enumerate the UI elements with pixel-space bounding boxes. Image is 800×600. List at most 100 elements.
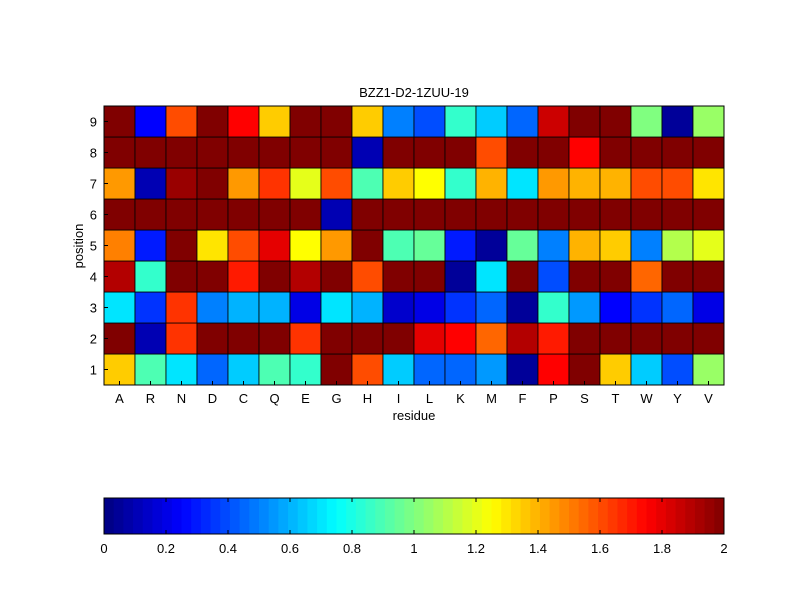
heatmap-cell-H-1 [351,353,384,386]
colorbar-segment [375,498,386,534]
heatmap-cell-R-5 [134,229,167,262]
heatmap-cell-M-4 [475,260,508,293]
colorbar-segment [191,498,202,534]
y-tick-label: 8 [90,146,97,161]
heatmap-cell-R-1 [134,353,167,386]
heatmap-cell-R-2 [134,322,167,355]
colorbar-tick-label: 0.4 [219,541,237,556]
heatmap-cell-D-3 [196,291,229,324]
heatmap-cell-L-4 [413,260,446,293]
colorbar-segment [433,498,444,534]
colorbar-segment [472,498,483,534]
heatmap-cell-R-9 [134,105,167,138]
x-tick-label: A [115,391,124,406]
x-tick-label: F [519,391,527,406]
heatmap-cell-G-9 [320,105,353,138]
heatmap-cell-P-6 [537,198,570,231]
heatmap-cell-Q-2 [258,322,291,355]
heatmap-cell-A-4 [103,260,136,293]
heatmap-cell-W-8 [630,136,663,169]
x-tick-label: M [486,391,497,406]
heatmap-cell-M-9 [475,105,508,138]
heatmap-cell-Y-5 [661,229,694,262]
heatmap-cell-N-3 [165,291,198,324]
heatmap-cell-K-7 [444,167,477,200]
heatmap-cell-P-4 [537,260,570,293]
heatmap-cell-C-2 [227,322,260,355]
heatmap-cell-T-2 [599,322,632,355]
heatmap-cell-H-4 [351,260,384,293]
colorbar-segment [481,498,492,534]
colorbar-segment [656,498,667,534]
heatmap-cell-K-6 [444,198,477,231]
colorbar-segment [636,498,647,534]
heatmap-cell-V-6 [692,198,725,231]
heatmap-cell-G-6 [320,198,353,231]
heatmap-cell-F-1 [506,353,539,386]
x-tick-label: P [549,391,558,406]
heatmap-cell-C-4 [227,260,260,293]
heatmap-cell-R-4 [134,260,167,293]
colorbar-segment [152,498,163,534]
colorbar-segment [365,498,376,534]
x-axis-label: residue [393,408,436,423]
heatmap-cell-K-3 [444,291,477,324]
heatmap-cell-G-1 [320,353,353,386]
colorbar-segment [355,498,367,534]
colorbar-segment [675,498,686,534]
heatmap-cell-S-5 [568,229,601,262]
colorbar-segment [181,498,192,534]
heatmap-cell-Q-8 [258,136,291,169]
heatmap-cell-I-3 [382,291,415,324]
colorbar-segment [714,498,725,534]
heatmap-cell-V-7 [692,167,725,200]
heatmap-cell-G-2 [320,322,353,355]
heatmap-cell-I-1 [382,353,415,386]
colorbar-segment [171,498,182,534]
heatmap-cell-F-7 [506,167,539,200]
heatmap-cell-F-2 [506,322,539,355]
heatmap-cell-D-2 [196,322,229,355]
heatmap-cell-A-3 [103,291,136,324]
colorbar-segment [394,498,405,534]
heatmap-cell-E-6 [289,198,322,231]
colorbar-segment [607,498,618,534]
heatmap-cell-G-3 [320,291,353,324]
heatmap-cell-E-4 [289,260,322,293]
heatmap-cell-N-1 [165,353,198,386]
heatmap-cell-E-1 [289,353,322,386]
heatmap-cell-M-1 [475,353,508,386]
colorbar-segment [142,498,153,534]
colorbar-segment [317,498,328,534]
colorbar-segment [288,498,299,534]
y-tick-label: 4 [90,270,97,285]
heatmap-cell-C-8 [227,136,260,169]
heatmap-cell-L-5 [413,229,446,262]
heatmap-cell-C-3 [227,291,260,324]
heatmap-cell-W-5 [630,229,663,262]
heatmap-cell-V-1 [692,353,725,386]
x-tick-label: K [456,391,465,406]
colorbar-tick-label: 0.8 [343,541,361,556]
heatmap-cell-M-6 [475,198,508,231]
colorbar-segment [123,498,134,534]
heatmap-cell-S-3 [568,291,601,324]
x-tick-label: N [177,391,186,406]
heatmap-cell-W-4 [630,260,663,293]
heatmap-cell-K-1 [444,353,477,386]
colorbar-segment [384,498,396,534]
heatmap-cell-K-5 [444,229,477,262]
heatmap-cell-S-4 [568,260,601,293]
colorbar-segment [501,498,512,534]
heatmap-cell-L-7 [413,167,446,200]
x-tick-label: H [363,391,372,406]
colorbar-segment [491,498,502,534]
heatmap-cell-V-3 [692,291,725,324]
colorbar-segment [249,498,260,534]
heatmap-cell-F-4 [506,260,539,293]
heatmap-cell-D-6 [196,198,229,231]
colorbar-segment [113,498,124,534]
y-tick-label: 5 [90,239,97,254]
colorbar-segment [598,498,609,534]
heatmap-cell-K-8 [444,136,477,169]
